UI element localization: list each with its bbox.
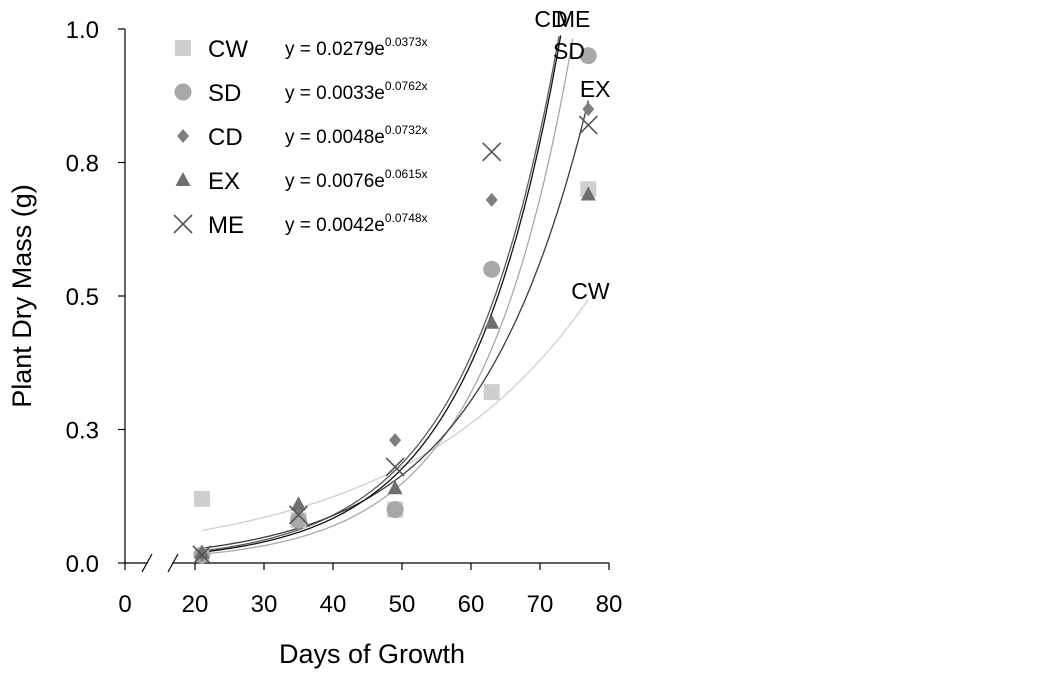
equation-base: y = 0.0279e (285, 39, 385, 60)
fit-curves (201, 35, 589, 555)
legend-marker-sd (174, 83, 192, 101)
y-axis-label: Plant Dry Mass (g) (7, 184, 37, 408)
equation-exponent: 0.0615x (385, 167, 428, 181)
fit-curve-cw (201, 299, 589, 532)
data-point-cd (485, 192, 498, 207)
equation-exponent: 0.0748x (385, 211, 428, 225)
legend-item-me: ME y = 0.0042e0.0748x (173, 211, 428, 239)
data-point-cw (193, 490, 210, 507)
data-point-me (578, 115, 598, 135)
legend-marker-cd (177, 129, 189, 143)
x-tick-label: 60 (458, 591, 485, 618)
y-tick-label: 0.3 (66, 418, 99, 445)
y-tick-label: 1.0 (66, 17, 99, 44)
equation-exponent: 0.0732x (385, 123, 428, 137)
legend-item-ex: EX y = 0.0076e0.0615x (175, 167, 428, 195)
legend-label: EX (208, 168, 240, 195)
data-point-sd (290, 511, 307, 529)
legend-equation: y = 0.0076e0.0615x (285, 167, 428, 192)
legend-equation: y = 0.0048e0.0732x (285, 123, 428, 148)
fit-curve-me (201, 35, 562, 553)
x-tick-label: 30 (251, 591, 278, 618)
data-point-me (385, 457, 405, 477)
curve-label-cd: CD (534, 6, 567, 32)
equation-exponent: 0.0762x (385, 79, 428, 93)
data-points (192, 47, 598, 565)
x-tick-label: 20 (182, 591, 209, 618)
legend-marker-cw (175, 40, 191, 56)
data-point-cd (389, 433, 402, 448)
equation-base: y = 0.0076e (285, 171, 385, 192)
y-tick-label: 0.5 (66, 284, 99, 311)
x-tick-label: 40 (320, 591, 347, 618)
legend-marker-me (173, 214, 193, 234)
legend-item-cw: CW y = 0.0279e0.0373x (175, 35, 428, 63)
legend-item-sd: SD y = 0.0033e0.0762x (174, 79, 428, 107)
y-tick-label: 0.8 (66, 151, 99, 178)
legend-equation: y = 0.0279e0.0373x (285, 35, 428, 60)
curve-label-cw: CW (571, 278, 610, 304)
legend: CW y = 0.0279e0.0373x SD y = 0.0033e0.0762x… (173, 35, 428, 239)
fit-curve-sd (201, 38, 574, 555)
y-tick-label: 0.0 (66, 551, 99, 578)
legend-label: ME (208, 212, 244, 239)
x-tick-label: 70 (527, 591, 554, 618)
data-point-me (482, 142, 502, 162)
legend-equation: y = 0.0042e0.0748x (285, 211, 428, 236)
x-tick-label: 50 (389, 591, 416, 618)
legend-item-cd: CD y = 0.0048e0.0732x (177, 123, 428, 151)
equation-base: y = 0.0048e (285, 127, 385, 148)
legend-label: CW (208, 36, 248, 63)
x-tick-label: 0 (118, 591, 131, 618)
x-tick-label: 80 (596, 591, 623, 618)
x-axis-label: Days of Growth (279, 639, 465, 669)
equation-exponent: 0.0373x (385, 35, 428, 49)
data-point-me (288, 505, 309, 525)
legend-marker-ex (175, 172, 191, 186)
fit-curve-cd (201, 36, 560, 552)
data-point-ex (194, 544, 210, 559)
data-point-ex (387, 480, 403, 495)
data-point-ex (291, 496, 306, 511)
data-point-cw (483, 384, 500, 401)
data-point-sd (386, 501, 404, 519)
curve-label-ex: EX (580, 76, 611, 102)
data-point-sd (483, 260, 501, 278)
data-point-ex (484, 314, 500, 329)
legend-label: SD (208, 80, 241, 107)
curve-label-sd: SD (553, 38, 585, 64)
equation-base: y = 0.0033e (285, 83, 385, 104)
data-point-ex (580, 186, 596, 201)
axes: 0.0 0.3 0.5 0.8 1.0 0 20 30 40 50 60 70 80 Days of Gr… (7, 17, 622, 669)
legend-equation: y = 0.0033e0.0762x (285, 79, 428, 104)
legend-label: CD (208, 124, 243, 151)
data-point-cd (582, 102, 595, 117)
curve-label-me: ME (556, 6, 591, 32)
equation-base: y = 0.0042e (285, 215, 385, 236)
data-point-me (192, 545, 212, 565)
axis-break-mark (167, 553, 179, 573)
axis-break-mark (141, 553, 153, 573)
data-point-sd (579, 47, 597, 65)
